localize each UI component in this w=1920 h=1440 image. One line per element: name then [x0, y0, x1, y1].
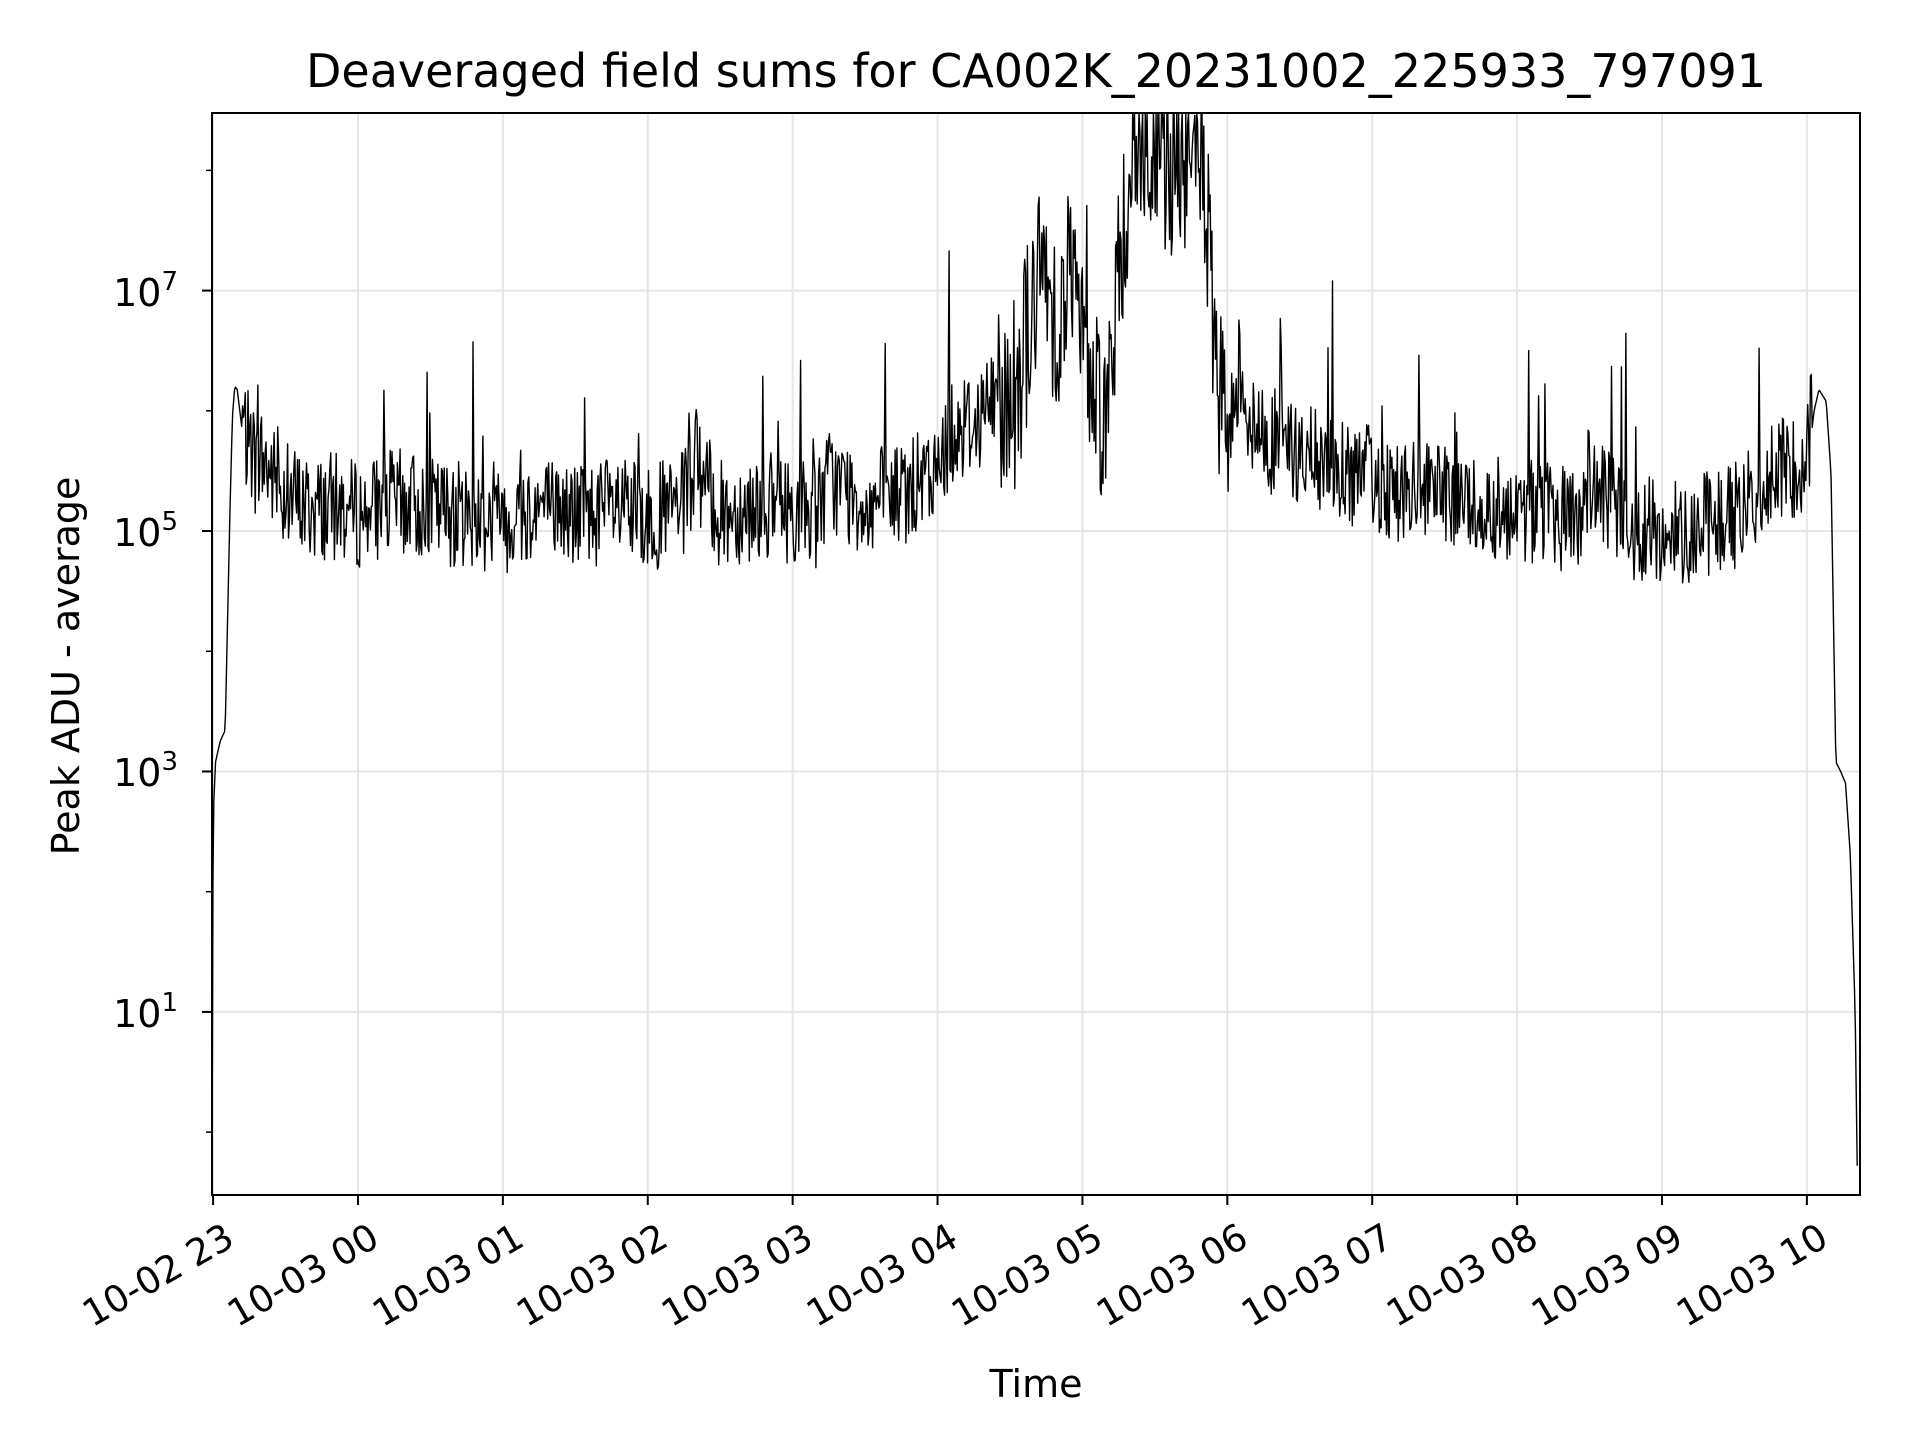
chart-title: Deaveraged field sums for CA002K_2023100…	[305, 44, 1766, 98]
plot-area	[211, 112, 1858, 1196]
data-series-line	[211, 112, 1858, 1196]
grid-lines	[212, 113, 1860, 1195]
y-tick-label: 107	[113, 266, 178, 315]
y-tick-label: 103	[113, 747, 178, 796]
y-tick-label: 105	[113, 507, 178, 556]
axes-frame	[211, 112, 1861, 1196]
y-axis-label: Peak ADU - average	[44, 476, 88, 856]
y-tick-label: 101	[113, 987, 178, 1036]
x-axis-label: Time	[989, 1362, 1083, 1406]
tick-marks	[202, 169, 1808, 1205]
